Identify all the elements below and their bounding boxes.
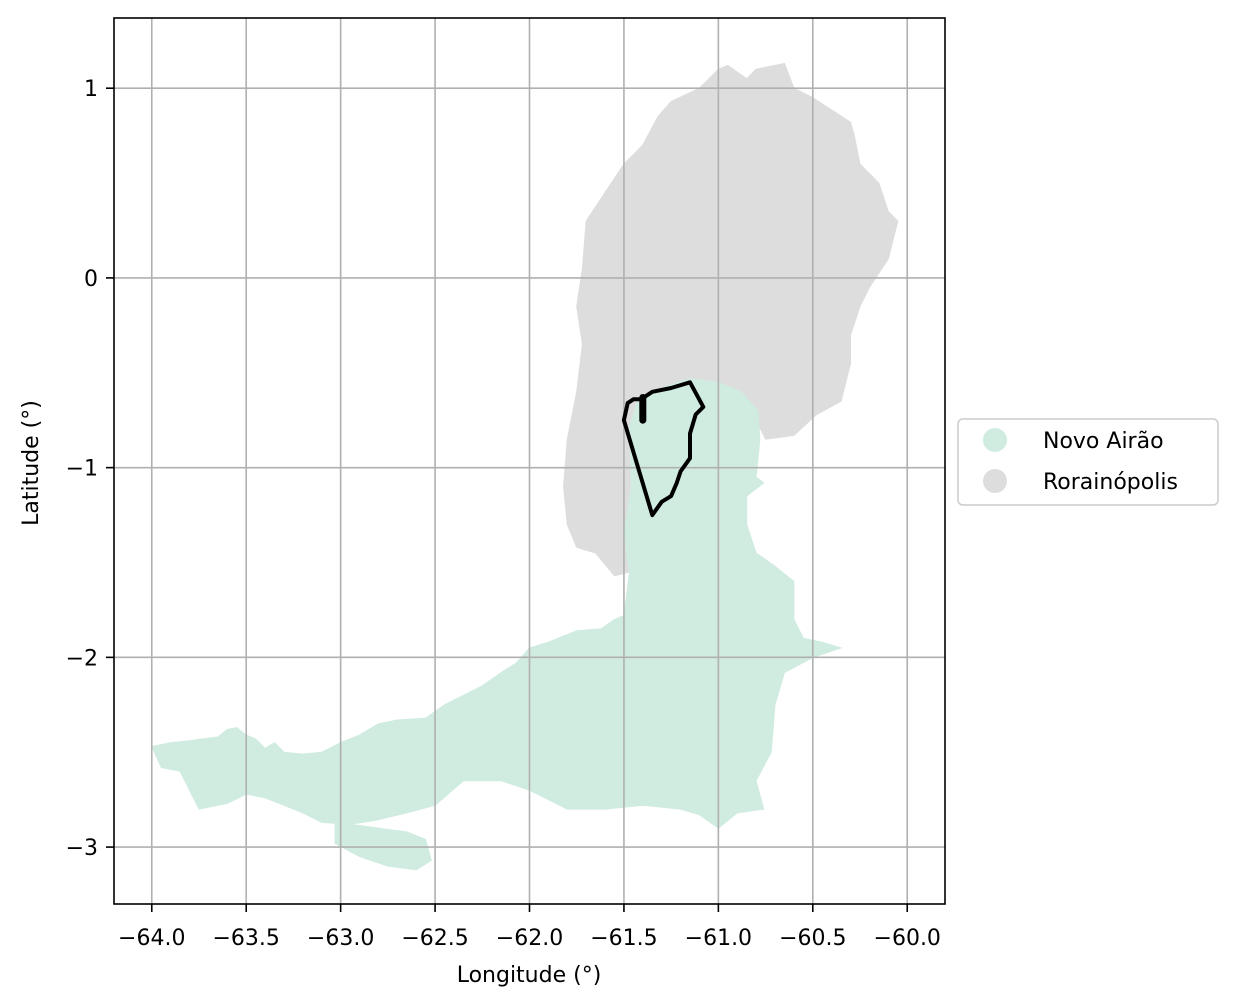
grid-lines — [114, 18, 945, 904]
y-tick-label: −3 — [66, 836, 98, 861]
x-tick-label: −61.5 — [590, 926, 657, 951]
x-tick-label: −64.0 — [118, 926, 185, 951]
y-tick-label: 0 — [84, 267, 98, 292]
x-tick-label: −63.0 — [307, 926, 374, 951]
legend-marker-rorainopolis — [983, 469, 1007, 493]
study-area-boundary — [621, 380, 706, 518]
region-novo-airao — [151, 377, 843, 829]
y-tick-label: −1 — [66, 457, 98, 482]
x-tick-label: −63.5 — [212, 926, 279, 951]
x-ticks: −64.0 −63.5 −63.0 −62.5 −62.0 −61.5 −61.0 −60.5… — [118, 904, 941, 951]
y-axis-label: Latitude (°) — [19, 400, 44, 526]
study-area-outline — [621, 380, 706, 518]
legend-label-rorainopolis: Rorainópolis — [1043, 470, 1178, 495]
x-tick-label: −62.0 — [496, 926, 563, 951]
x-axis-label: Longitude (°) — [457, 963, 602, 988]
legend-marker-novo-airao — [983, 428, 1007, 452]
y-tick-label: 1 — [84, 77, 98, 102]
y-ticks: 1 0 −1 −2 −3 — [66, 77, 114, 861]
x-tick-label: −61.0 — [685, 926, 752, 951]
y-tick-label: −2 — [66, 646, 98, 671]
region-novo-airao-part-2 — [334, 819, 432, 871]
legend: Novo Airão Rorainópolis — [957, 418, 1219, 506]
regions-layer — [151, 62, 899, 871]
x-tick-label: −60.0 — [874, 926, 941, 951]
legend-label-novo-airao: Novo Airão — [1043, 429, 1164, 454]
x-tick-label: −62.5 — [401, 926, 468, 951]
legend-box — [957, 418, 1219, 506]
x-tick-label: −60.5 — [779, 926, 846, 951]
